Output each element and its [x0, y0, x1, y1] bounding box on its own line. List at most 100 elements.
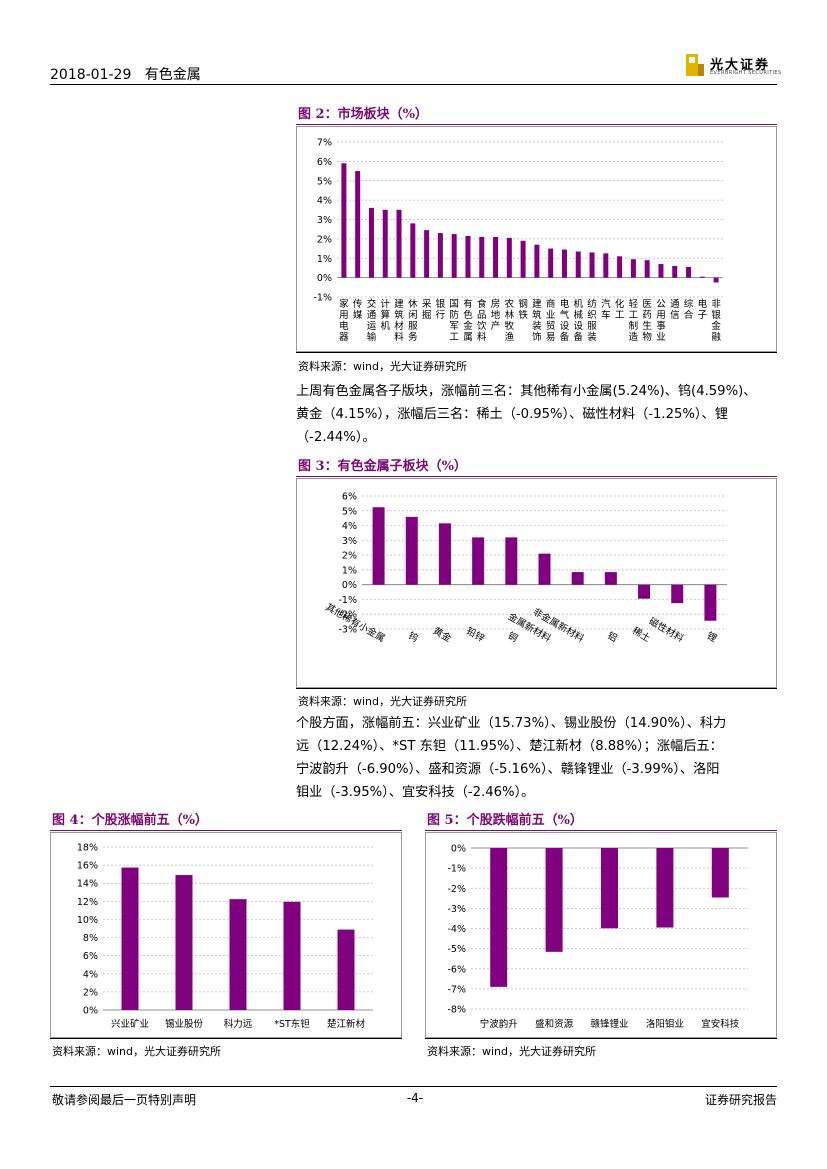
bar [644, 260, 650, 278]
bar [490, 848, 508, 987]
fig4-title-rule [50, 830, 402, 831]
y-tick-label: 4% [317, 196, 332, 207]
bar [355, 171, 361, 278]
x-tick-label: 化工 [615, 298, 625, 321]
y-tick-label: -1% [448, 864, 467, 875]
x-tick-label: 公用事业 [656, 299, 666, 343]
x-tick-label: *ST东钽 [274, 1018, 310, 1030]
bar [368, 207, 374, 278]
bar [545, 848, 563, 952]
bar [405, 516, 418, 585]
x-tick-label: 宜安科技 [701, 1018, 740, 1030]
y-tick-label: 7% [317, 138, 332, 149]
bar [410, 223, 416, 278]
y-tick-label: 6% [83, 951, 98, 962]
x-tick-label: 计算机 [380, 298, 390, 332]
x-tick-label: 电气设备 [560, 298, 570, 343]
fig5-title: 图 5：个股跌幅前五（%） [427, 813, 583, 828]
brand-name: 光大证券 [710, 58, 771, 73]
x-tick-label: 铝 [605, 629, 619, 644]
footer-disclaimer: 敬请参阅最后一页特别声明 [52, 1093, 197, 1107]
bar [493, 236, 499, 278]
y-tick-label: 2% [342, 551, 357, 562]
bar [438, 523, 451, 585]
fig2-source-rule [296, 352, 777, 353]
fig3-source-rule [296, 688, 777, 689]
fig2-source: 资料来源：wind，光大证券研究所 [298, 360, 468, 373]
bar [704, 584, 717, 621]
bar [465, 235, 471, 278]
x-tick-label: 纺织服装 [587, 298, 597, 343]
footer-rule [50, 1086, 777, 1087]
bar [175, 875, 193, 1010]
y-tick-label: 5% [317, 176, 332, 187]
x-tick-label: 建筑材料 [394, 298, 404, 343]
y-tick-label: 6% [317, 157, 332, 168]
x-tick-label: 钨 [406, 629, 420, 644]
x-tick-label: 银行 [436, 298, 446, 321]
x-tick-label: 房地产 [491, 298, 501, 332]
y-tick-label: 1% [342, 565, 357, 576]
x-tick-label: 医药生物 [642, 299, 652, 343]
header-date: 2018-01-29 [50, 67, 132, 83]
para2-line: 钼业（-3.95%）、宜安科技（-2.46%）。 [296, 785, 535, 800]
y-tick-label: 3% [342, 536, 357, 547]
fig4-chart: 0% 2% 4% 6% 8% 10% 12% 14% 16% 18% 兴业矿业 锡业股份 科力远 *ST东… [50, 832, 402, 1038]
x-tick-label: 汽车 [601, 298, 611, 321]
y-tick-label: -1% [314, 293, 333, 304]
y-tick-label: 12% [77, 897, 98, 908]
bar [686, 266, 692, 278]
x-tick-label: 其他稀有小金属 [323, 601, 387, 645]
bar [575, 251, 581, 278]
y-tick-label: 0% [342, 580, 357, 591]
y-tick-label: 14% [77, 879, 98, 890]
x-tick-label: 钢铁 [518, 298, 528, 321]
y-tick-label: -3% [339, 625, 358, 636]
y-tick-label: 2% [83, 987, 98, 998]
y-tick-label: -7% [448, 984, 467, 995]
x-tick-label: 宁波韵升 [480, 1018, 519, 1030]
x-tick-label: 建筑装饰 [532, 298, 542, 343]
y-tick-label: 0% [317, 273, 332, 284]
x-tick-label: 科力远 [224, 1018, 253, 1030]
y-tick-label: 6% [342, 492, 357, 503]
x-tick-label: 赣锋锂业 [590, 1018, 628, 1030]
x-tick-label: 商业贸易 [546, 298, 556, 343]
bar [437, 233, 443, 278]
header-date-sector: 2018-01-29 有色金属 [50, 64, 201, 84]
bar [396, 209, 402, 278]
fig5-source-rule [425, 1038, 777, 1039]
bar [538, 553, 551, 585]
x-tick-label: 非银金融 [711, 298, 721, 343]
bar [604, 572, 617, 585]
bar [283, 901, 301, 1010]
bar [520, 240, 526, 278]
bar [617, 256, 623, 278]
bar [630, 259, 636, 278]
fig4-source: 资料来源：wind，光大证券研究所 [52, 1045, 222, 1058]
x-tick-label: 电子 [698, 298, 708, 321]
x-tick-label: 有色金属 [463, 298, 473, 343]
page-number: -4- [406, 1091, 424, 1105]
y-tick-label: -8% [448, 1005, 467, 1016]
y-tick-label: -1% [339, 595, 358, 606]
bar [601, 848, 618, 929]
bar [699, 276, 705, 278]
x-tick-label: 传媒 [353, 298, 363, 321]
fig2-title-rule [296, 124, 777, 125]
y-tick-label: 0% [451, 844, 466, 855]
y-tick-label: 1% [317, 254, 332, 265]
x-tick-label: 轻工制造 [629, 298, 639, 343]
fig3-title-rule [296, 476, 777, 477]
bar [424, 230, 430, 278]
bar [534, 244, 540, 278]
bar [672, 266, 678, 278]
fig2-chart: -1% 0% 1% 2% 3% 4% 5% 6% 7% 家用电器传媒交通运输计算机建筑材料休闲服务… [296, 126, 777, 352]
y-tick-label: 4% [342, 521, 357, 532]
y-tick-label: -6% [448, 964, 467, 975]
x-tick-label: 家用电器 [339, 298, 349, 343]
x-tick-label: 国防军工 [449, 299, 459, 343]
fig3-source: 资料来源：wind，光大证券研究所 [298, 695, 468, 708]
para2-line: 个股方面，涨幅前五：兴业矿业（15.73%）、锡业股份（14.90%）、科力 [296, 716, 727, 731]
fig2-title: 图 2：市场板块（%） [298, 107, 428, 122]
